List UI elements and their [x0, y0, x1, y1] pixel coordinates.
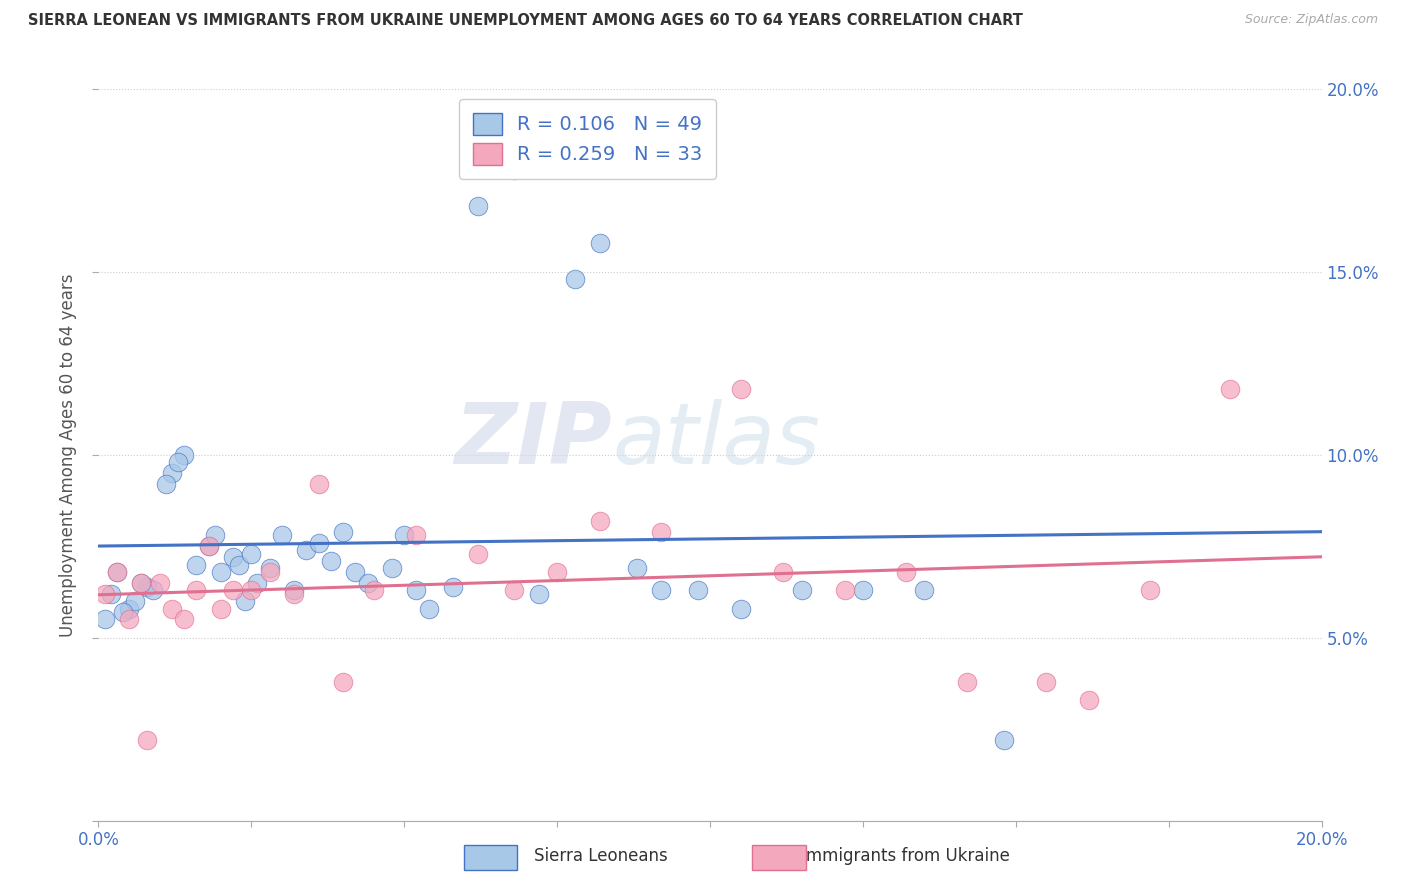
Point	[93, 587, 115, 601]
Point	[308, 535, 330, 549]
Point	[467, 199, 489, 213]
Point	[270, 528, 292, 542]
Point	[204, 528, 226, 542]
Point	[790, 583, 813, 598]
Point	[105, 565, 128, 579]
Point	[246, 576, 269, 591]
Point	[1035, 674, 1057, 689]
Point	[467, 547, 489, 561]
Point	[259, 561, 281, 575]
Text: atlas: atlas	[612, 399, 820, 482]
Point	[1219, 382, 1241, 396]
Point	[503, 583, 526, 598]
Point	[381, 561, 404, 575]
Point	[730, 601, 752, 615]
Point	[405, 528, 427, 542]
Point	[136, 733, 159, 747]
Point	[160, 466, 183, 480]
Point	[363, 583, 385, 598]
Point	[834, 583, 856, 598]
Point	[626, 561, 648, 575]
Point	[129, 576, 152, 591]
Point	[894, 565, 917, 579]
Point	[118, 613, 141, 627]
Text: ZIP: ZIP	[454, 399, 612, 482]
Text: SIERRA LEONEAN VS IMMIGRANTS FROM UKRAINE UNEMPLOYMENT AMONG AGES 60 TO 64 YEARS: SIERRA LEONEAN VS IMMIGRANTS FROM UKRAIN…	[28, 13, 1024, 29]
Point	[650, 524, 672, 539]
Point	[197, 539, 219, 553]
Point	[283, 587, 305, 601]
Point	[283, 583, 305, 598]
Point	[332, 674, 354, 689]
Point	[173, 448, 195, 462]
Point	[142, 583, 165, 598]
Point	[1139, 583, 1161, 598]
Point	[650, 583, 672, 598]
Point	[772, 565, 794, 579]
Point	[186, 583, 208, 598]
Point	[912, 583, 935, 598]
Point	[852, 583, 875, 598]
Point	[228, 558, 250, 572]
Point	[118, 601, 141, 615]
Text: Immigrants from Ukraine: Immigrants from Ukraine	[801, 847, 1011, 865]
Point	[209, 565, 232, 579]
Point	[441, 580, 464, 594]
Point	[160, 601, 183, 615]
Point	[155, 477, 177, 491]
Point	[136, 580, 159, 594]
Point	[564, 272, 586, 286]
Point	[173, 613, 195, 627]
Point	[197, 539, 219, 553]
Text: Source: ZipAtlas.com: Source: ZipAtlas.com	[1244, 13, 1378, 27]
Point	[686, 583, 709, 598]
Point	[100, 587, 122, 601]
Point	[209, 601, 232, 615]
Point	[240, 547, 263, 561]
Point	[546, 565, 568, 579]
Point	[392, 528, 416, 542]
Point	[93, 613, 115, 627]
Point	[332, 524, 354, 539]
Point	[186, 558, 208, 572]
Y-axis label: Unemployment Among Ages 60 to 64 years: Unemployment Among Ages 60 to 64 years	[59, 273, 77, 637]
Point	[124, 594, 146, 608]
Point	[418, 601, 440, 615]
Point	[589, 235, 612, 250]
Point	[356, 576, 378, 591]
Point	[503, 162, 526, 177]
Point	[308, 477, 330, 491]
Point	[222, 550, 245, 565]
Point	[956, 674, 979, 689]
Point	[527, 587, 550, 601]
Point	[295, 543, 318, 558]
Point	[405, 583, 427, 598]
Point	[149, 576, 172, 591]
Text: Sierra Leoneans: Sierra Leoneans	[534, 847, 668, 865]
Point	[222, 583, 245, 598]
Point	[993, 733, 1015, 747]
Point	[105, 565, 128, 579]
Point	[730, 382, 752, 396]
Point	[1078, 693, 1101, 707]
Point	[589, 514, 612, 528]
Point	[129, 576, 152, 591]
Point	[233, 594, 256, 608]
Point	[167, 455, 190, 469]
Legend: R = 0.106   N = 49, R = 0.259   N = 33: R = 0.106 N = 49, R = 0.259 N = 33	[460, 99, 716, 178]
Point	[259, 565, 281, 579]
Point	[240, 583, 263, 598]
Point	[344, 565, 367, 579]
Point	[319, 554, 342, 568]
Point	[111, 605, 134, 619]
